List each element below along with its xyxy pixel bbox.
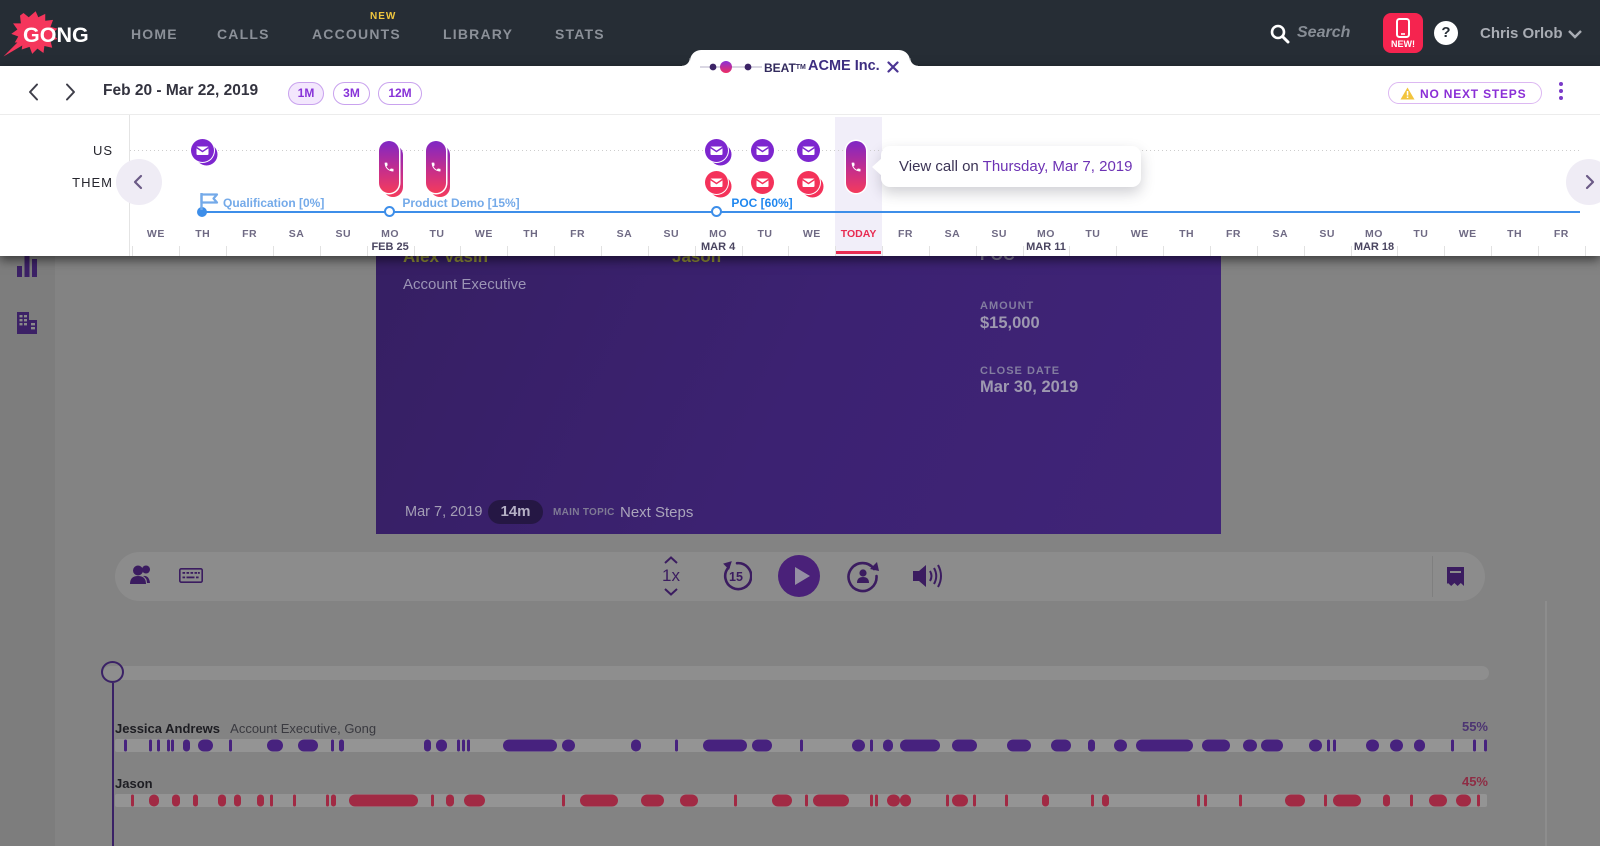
svg-text:GONG: GONG — [23, 23, 89, 47]
svg-text:15: 15 — [729, 570, 743, 584]
